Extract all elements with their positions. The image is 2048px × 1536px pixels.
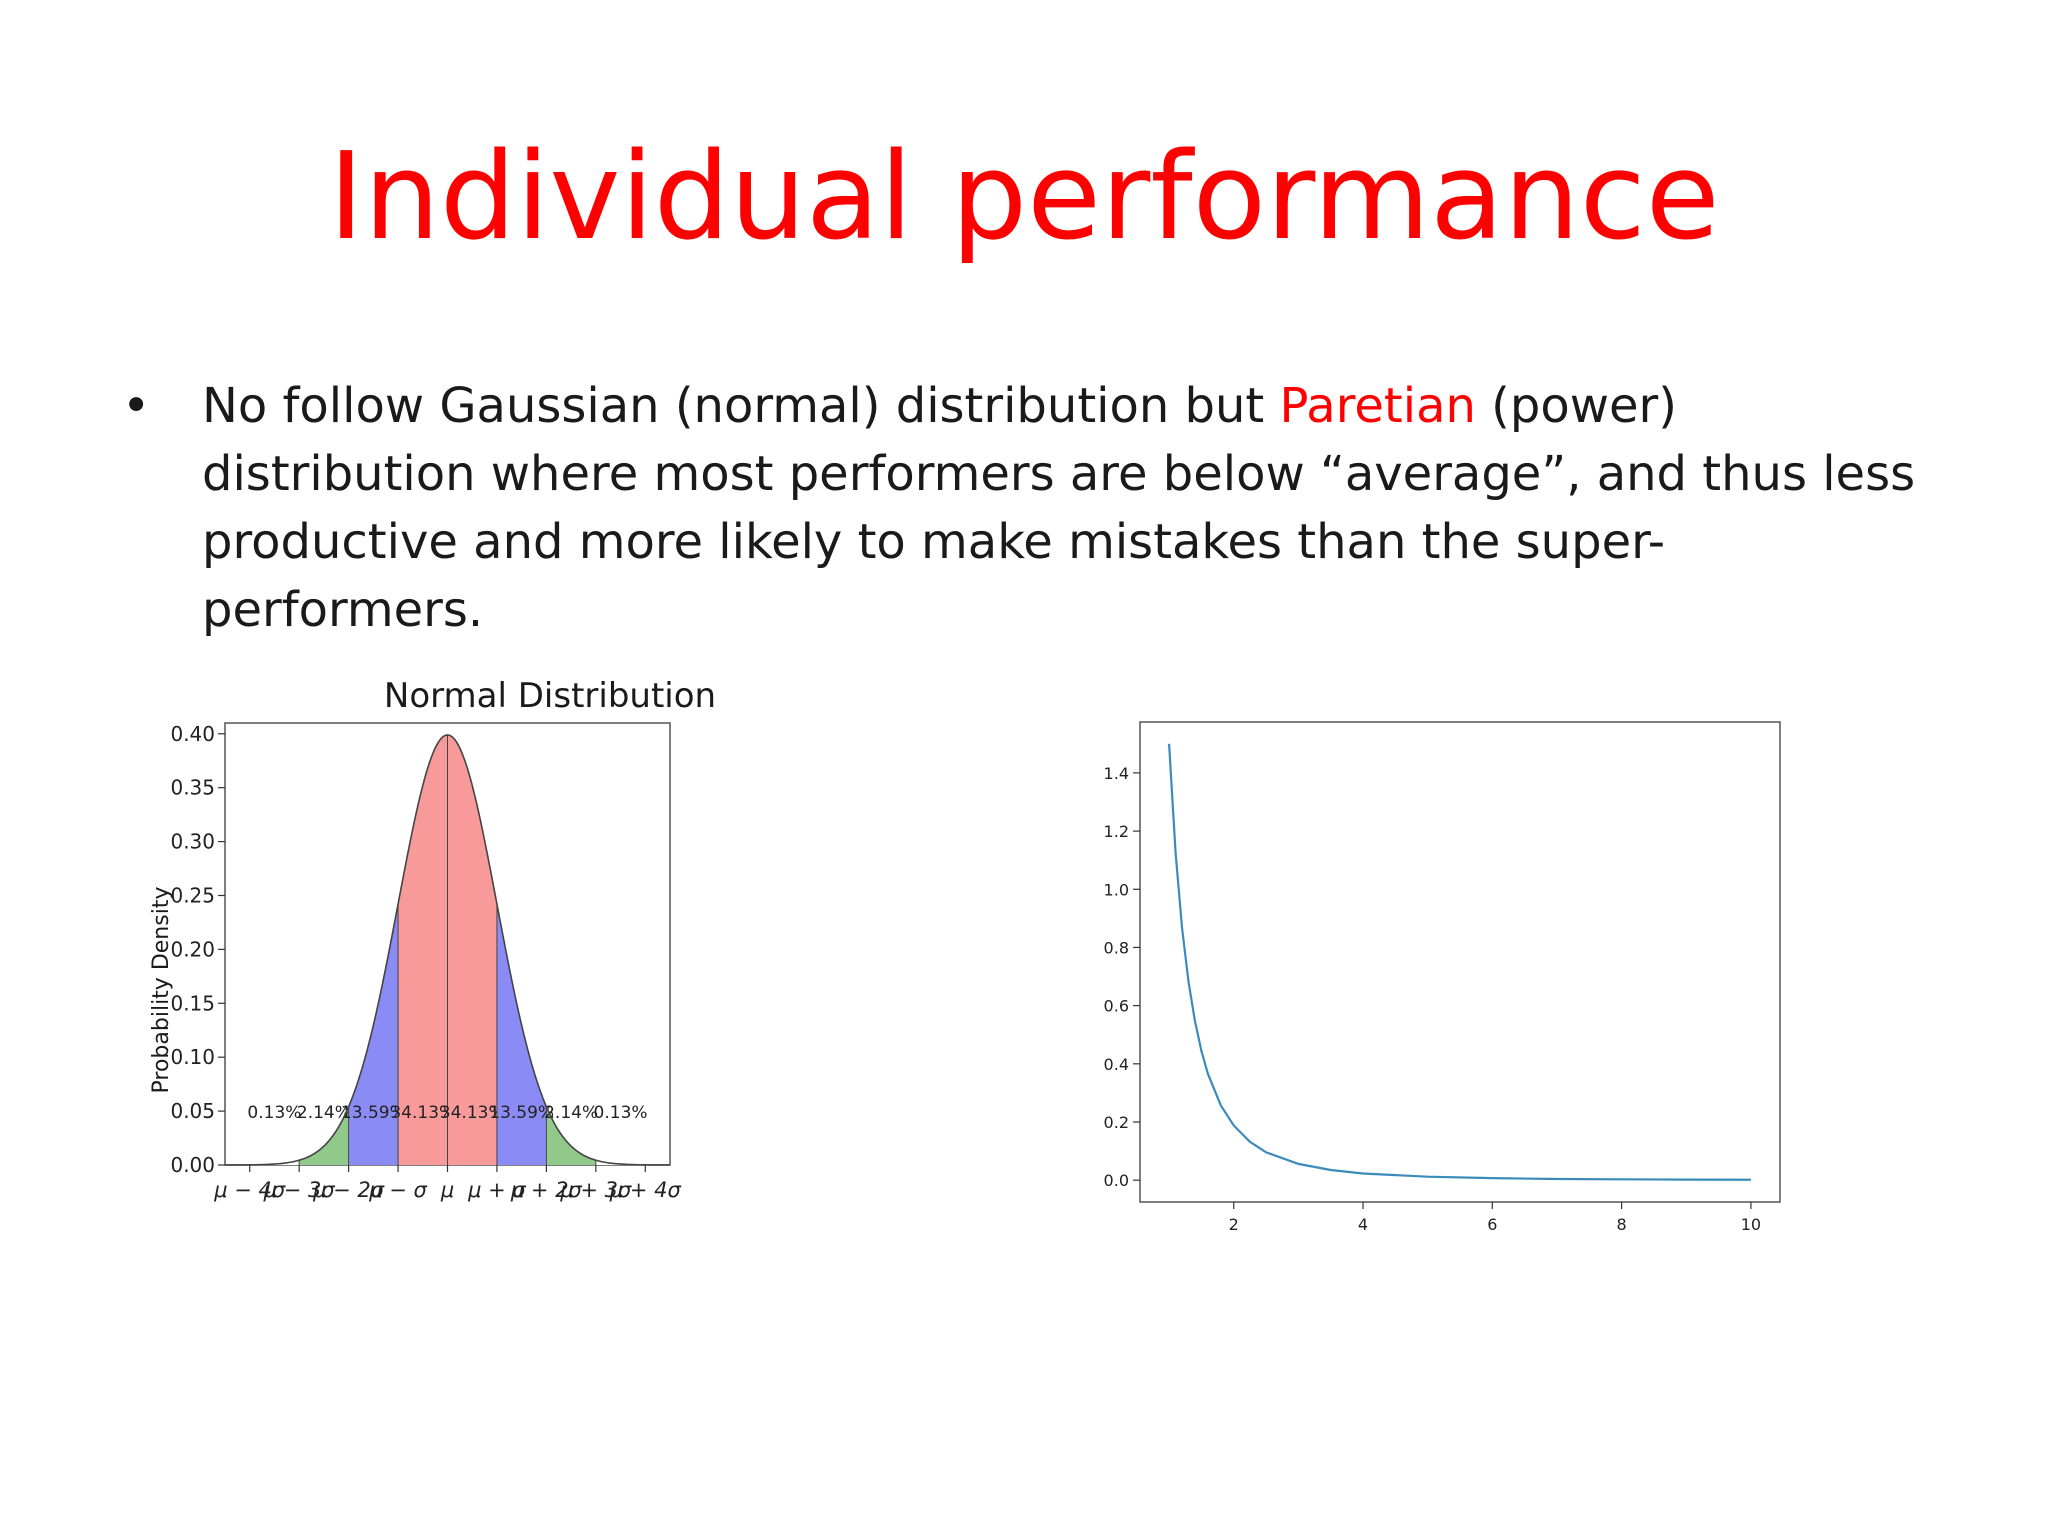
region-percent-label: 13.59% [341,1103,406,1123]
region-percent-label: 2.14% [297,1103,351,1123]
y-tick-label: 0.05 [170,1099,215,1123]
y-tick-label: 1.2 [1104,822,1129,841]
y-tick-label: 0.25 [170,883,215,907]
bullet-point: • No follow Gaussian (normal) distributi… [110,372,1940,644]
region-area [249,1160,300,1165]
y-tick-label: 0.30 [170,830,215,854]
region-percent-label: 0.13% [247,1103,301,1123]
x-tick-label: μ + σ [467,1178,526,1202]
plot-frame [1139,721,1781,1203]
y-tick-label: 0.10 [170,1045,215,1069]
bullet-text: No follow Gaussian (normal) distribution… [202,372,1940,644]
x-tick-label: μ + 2σ [510,1178,583,1202]
y-tick-label: 0.35 [170,776,215,800]
x-tick-label: μ − 4σ [213,1178,286,1202]
plot-area: 0.0 0.2 0.4 0.6 0.8 1.0 1.2 1.4 2 4 6 8 10 [1104,721,1781,1234]
y-tick-label: 0.40 [170,722,215,746]
region-area [299,1106,349,1165]
y-tick-label: 1.4 [1104,764,1129,783]
region-percent-label: 0.13% [594,1103,648,1123]
y-tick-label: 0.8 [1104,938,1129,957]
bullet-text-pre: No follow Gaussian (normal) distribution… [202,378,1280,434]
y-axis-label: Probability Density [149,887,174,1094]
region-percent-label: 13.59% [489,1103,554,1123]
region-percent-label: 2.14% [544,1103,598,1123]
region-area [546,1106,596,1165]
x-tick-label: 2 [1229,1215,1239,1234]
x-tick-label: μ − 3σ [263,1178,336,1202]
bullet-icon: • [122,378,151,434]
x-tick-label: μ − σ [368,1178,427,1202]
bullet-text-post: (power) distribution where most performe… [202,378,1916,638]
x-tick-label: μ + 3σ [559,1178,632,1202]
slide-title: Individual performance [328,128,1720,267]
normal-distribution-chart: Normal Distribution Probability Density … [149,676,716,1202]
y-tick-label: 0.20 [170,937,215,961]
x-tick-label: μ [440,1178,454,1202]
x-tick-label: 4 [1358,1215,1368,1234]
density-curve [224,734,671,1166]
region-percent-label: 34.13% [440,1103,505,1123]
y-tick-label: 0.4 [1104,1055,1129,1074]
x-tick-label: μ + 4σ [609,1178,682,1202]
y-tick-label: 0.6 [1104,997,1129,1016]
y-tick-label: 0.00 [170,1153,215,1177]
x-tick-label: 6 [1487,1215,1497,1234]
y-tick-label: 0.2 [1104,1113,1129,1132]
chart-title: Normal Distribution [384,676,716,716]
y-tick-label: 0.0 [1104,1171,1129,1190]
series-line [1167,743,1751,1181]
x-tick-label: μ − 2σ [312,1178,385,1202]
bullet-highlight-paretian: Paretian [1279,378,1476,434]
region-area [595,1160,646,1165]
x-tick-label: 10 [1741,1215,1761,1234]
y-tick-label: 0.15 [170,991,215,1015]
plot-area: 0.13%2.14%13.59%34.13%34.13%13.59%2.14%0… [170,722,681,1202]
y-tick-label: 1.0 [1104,880,1129,899]
x-tick-label: 8 [1617,1215,1627,1234]
region-percent-label: 34.13% [390,1103,455,1123]
power-law-chart: 0.0 0.2 0.4 0.6 0.8 1.0 1.2 1.4 2 4 6 8 10 [1104,721,1781,1234]
